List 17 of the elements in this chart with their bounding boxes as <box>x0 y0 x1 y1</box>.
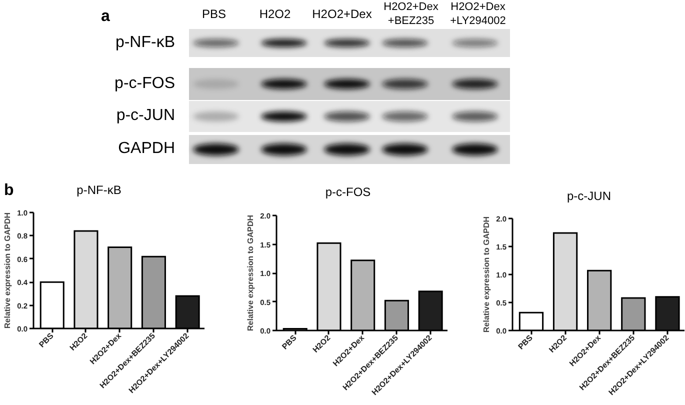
chart-title: p-NF-κB <box>76 183 122 197</box>
category-label: PBS <box>200 6 227 22</box>
y-axis-title: Relative expression to GAPDH <box>246 214 256 332</box>
category-label: p-c-JUN <box>116 107 175 124</box>
category-label: H2O2+Dex <box>311 6 373 22</box>
category-label: p-NF-κB <box>115 34 175 51</box>
chart-title: p-c-JUN <box>566 189 612 203</box>
category-label: H2O2 <box>259 6 291 20</box>
category-label: p-c-FOS <box>114 75 175 92</box>
chart-title: p-c-FOS <box>324 185 372 199</box>
y-axis-title: Relative expression to GAPDH <box>482 216 492 333</box>
category-label: H2O2+Dex +BEZ235 <box>382 0 440 28</box>
text: b <box>4 182 14 200</box>
category-label: H2O2+Dex +LY294002 <box>449 0 507 28</box>
category-label: GAPDH <box>118 140 175 157</box>
text: a <box>101 8 110 26</box>
y-axis-title: Relative expression to GAPDH <box>3 212 12 329</box>
